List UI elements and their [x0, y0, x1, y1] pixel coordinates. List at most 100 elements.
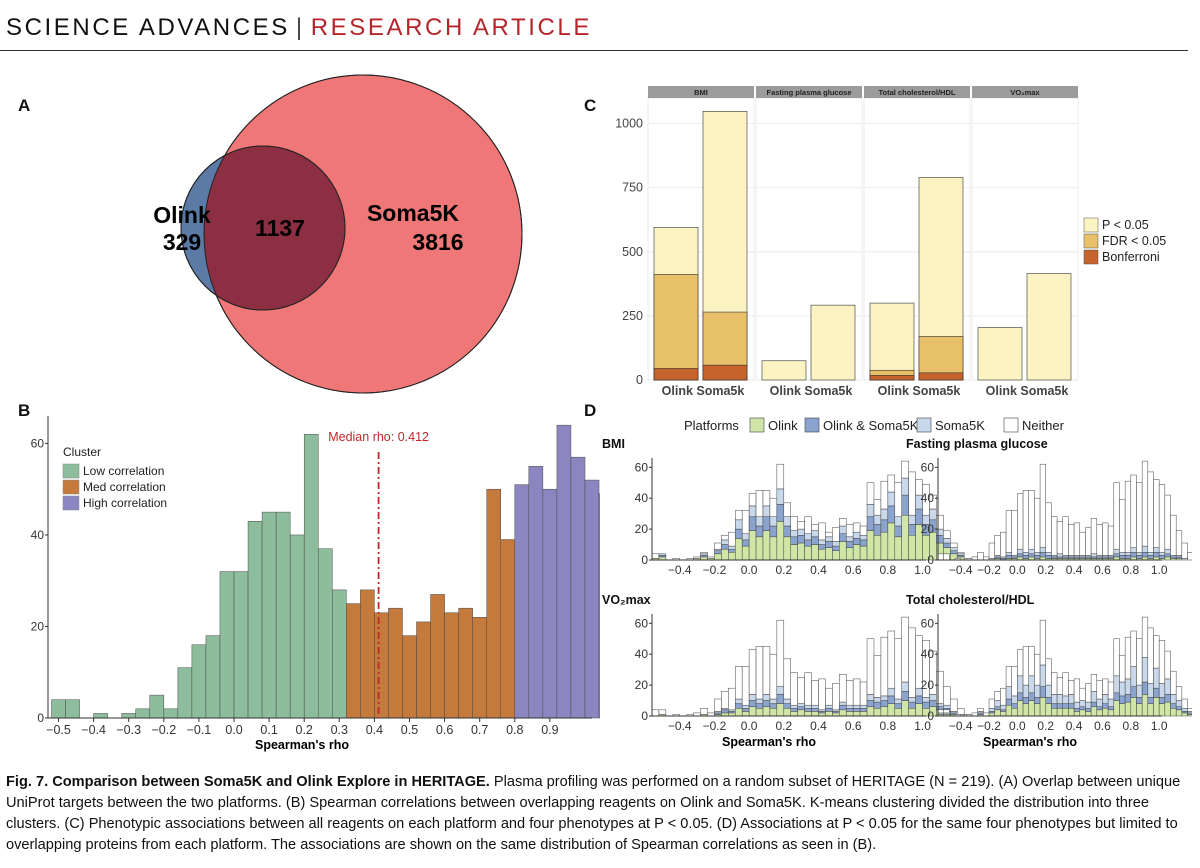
histogram-segment: [887, 522, 896, 561]
histogram-segment: [700, 708, 708, 715]
histogram-segment: [1136, 638, 1143, 686]
histogram-segment: [1039, 664, 1046, 687]
histogram-segment: [901, 681, 909, 692]
histogram-segment: [1022, 684, 1029, 698]
histogram-segment: [825, 531, 833, 538]
histogram-segment: [852, 522, 861, 533]
histogram-segment: [1028, 692, 1035, 701]
facet-title: Fasting plasma glucose: [766, 88, 851, 97]
histogram-segment: [1073, 522, 1081, 556]
histogram-segment: [721, 544, 729, 550]
histogram-segment: [1158, 683, 1166, 698]
histogram-bar: [121, 713, 136, 719]
histogram-segment: [734, 666, 743, 700]
histogram-segment: [1034, 552, 1041, 556]
histogram-segment: [845, 711, 854, 717]
histogram-segment: [1175, 706, 1183, 711]
bar: [869, 375, 915, 381]
legend-label: Neither: [1022, 418, 1065, 433]
histogram-segment: [790, 711, 798, 717]
x-tick-label: 0.8: [880, 563, 897, 577]
venn-right-count: 3816: [412, 229, 463, 255]
histogram-segment: [1039, 619, 1046, 666]
histogram-segment: [797, 706, 805, 711]
facet-strip: [864, 86, 970, 98]
histogram-segment: [1051, 516, 1058, 556]
histogram-segment: [1153, 552, 1160, 558]
subplot-title: Fasting plasma glucose: [906, 437, 1048, 451]
histogram-segment: [866, 700, 875, 707]
histogram-segment: [1056, 553, 1064, 558]
y-tick-label: 20: [635, 678, 649, 692]
histogram-segment: [1130, 547, 1137, 553]
histogram-segment: [1136, 482, 1143, 553]
histogram-segment: [741, 666, 750, 706]
histogram-bar: [191, 644, 207, 719]
histogram-segment: [734, 510, 743, 521]
histogram-segment: [873, 701, 882, 709]
histogram-segment: [866, 516, 875, 531]
legend-swatch: [62, 495, 80, 511]
histogram-segment: [1158, 640, 1166, 684]
legend-label: P < 0.05: [1102, 218, 1149, 232]
histogram-segment: [1147, 683, 1154, 698]
histogram-segment: [1062, 695, 1069, 704]
histogram-segment: [845, 547, 854, 561]
histogram-segment: [929, 494, 937, 510]
histogram-segment: [1085, 708, 1092, 712]
histogram-segment: [1062, 708, 1069, 717]
histogram-segment: [894, 708, 902, 717]
y-tick-label: 20: [31, 619, 45, 633]
histogram-segment: [776, 504, 785, 522]
histogram-segment: [1022, 555, 1029, 559]
histogram-segment: [651, 709, 660, 717]
panel-label-d: D: [584, 401, 597, 420]
histogram-segment: [1164, 678, 1171, 695]
y-tick-label: 20: [921, 678, 935, 692]
histogram-segment: [1175, 686, 1183, 701]
histogram-segment: [901, 460, 909, 479]
histogram-segment: [728, 545, 736, 550]
histogram-segment: [1119, 681, 1126, 697]
x-tick-label: 0.1: [260, 723, 277, 737]
histogram-segment: [901, 494, 909, 516]
histogram-segment: [950, 698, 958, 712]
histogram-bar: [261, 511, 277, 719]
histogram-segment: [1073, 678, 1081, 703]
histogram-segment: [1164, 650, 1171, 680]
histogram-segment: [908, 701, 916, 709]
histogram-segment: [1136, 555, 1143, 559]
histogram-segment: [783, 502, 791, 517]
x-tick-label: −0.2: [703, 563, 727, 577]
x-tick-label: −0.4: [949, 719, 973, 733]
legend-swatch: [62, 479, 80, 495]
histogram-segment: [845, 524, 854, 538]
histogram-segment: [1130, 697, 1137, 717]
y-tick-label: 250: [622, 309, 643, 323]
histogram-segment: [988, 708, 995, 712]
median-label: Median rho: 0.412: [328, 430, 429, 444]
histogram-segment: [658, 553, 667, 556]
histogram-segment: [1039, 463, 1046, 548]
histogram-segment: [1153, 479, 1160, 548]
bar: [653, 274, 699, 381]
histogram-segment: [1124, 552, 1132, 556]
histogram-segment: [825, 711, 833, 717]
histogram-segment: [887, 491, 896, 507]
histogram-segment: [1107, 709, 1115, 717]
histogram-segment: [1079, 531, 1086, 556]
histogram-bar: [556, 424, 572, 719]
histogram-segment: [1153, 547, 1160, 553]
histogram-segment: [977, 708, 984, 712]
histogram-segment: [1119, 655, 1126, 683]
histogram-segment: [880, 508, 889, 521]
facet-strip: [648, 86, 754, 98]
legend-swatch: [749, 417, 765, 433]
histogram-segment: [1022, 552, 1029, 556]
histogram-segment: [825, 708, 833, 712]
histogram-segment: [950, 542, 958, 548]
y-tick-label: 40: [635, 491, 649, 505]
y-tick-label: 40: [921, 491, 935, 505]
histogram-spearman-clusters: 0 20 40 60 −0.5 −0.4 −0.3 −0.2 −0.1 0.0 0.1 0.2 0.3 0…: [31, 416, 600, 752]
histogram-segment: [1170, 670, 1177, 695]
